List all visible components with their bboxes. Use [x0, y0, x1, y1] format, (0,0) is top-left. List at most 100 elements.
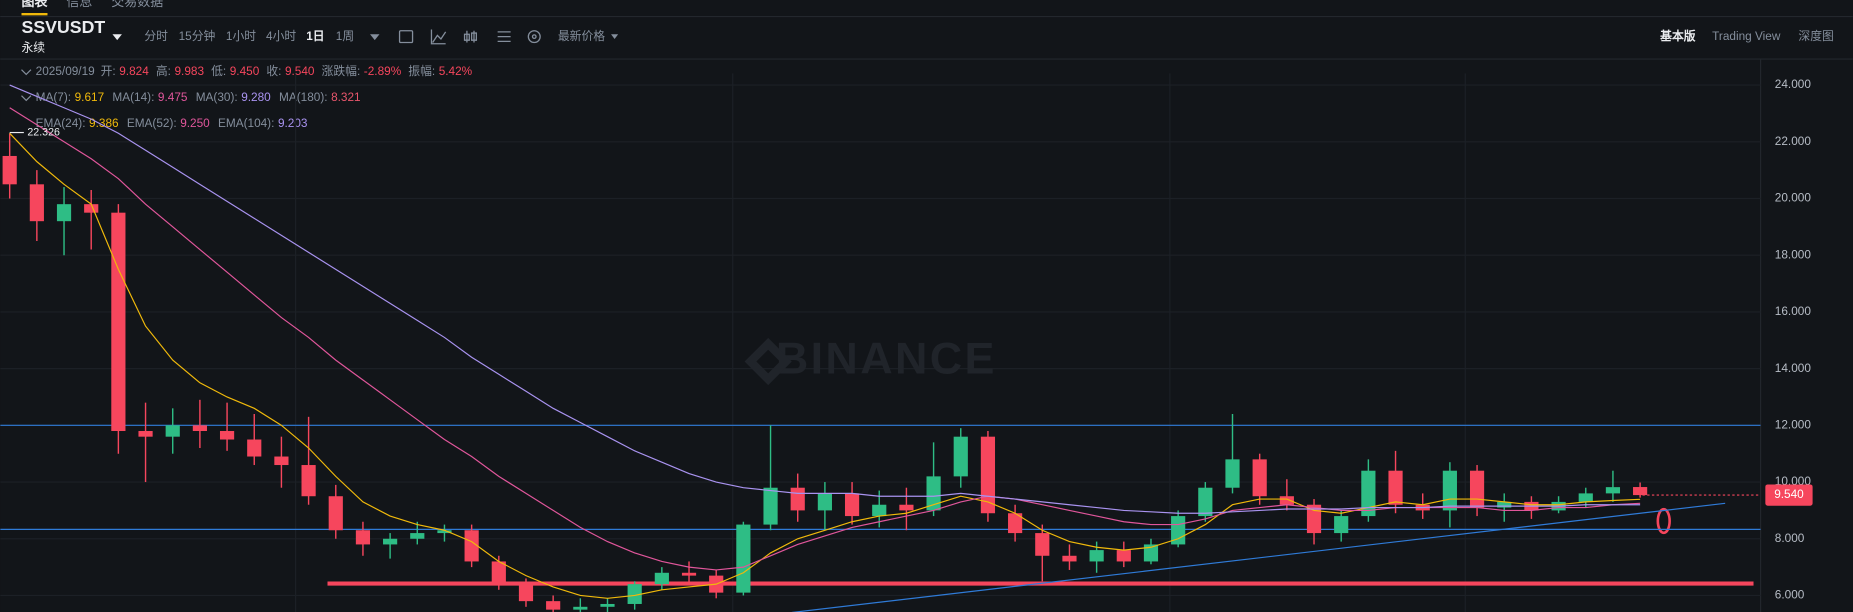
candle-body	[600, 603, 615, 607]
tab[interactable]: 图表	[21, 0, 48, 9]
toolbar-icons	[398, 29, 541, 45]
info-text: 9.983	[174, 64, 204, 78]
candle-body	[817, 493, 832, 511]
contract-type: 永续	[21, 41, 45, 55]
candle-body	[274, 456, 289, 466]
symbol[interactable]: SSVUSDT	[21, 17, 105, 37]
y-tick-label: 6.000	[1775, 588, 1805, 602]
info-text: 9.203	[278, 116, 308, 130]
info-text: MA(7):	[36, 90, 71, 104]
symbol-caret[interactable]	[112, 34, 122, 41]
info-text: 9.540	[285, 64, 315, 78]
collapse-arrow[interactable]	[21, 69, 32, 76]
candle-body	[1442, 470, 1457, 511]
candle-body	[1334, 516, 1349, 534]
interval[interactable]: 4小时	[266, 29, 296, 43]
candle-body	[219, 431, 235, 440]
candle-body	[2, 155, 17, 185]
y-tick-label: 14.000	[1775, 361, 1812, 375]
candle-body	[790, 487, 805, 511]
y-tick-label: 22.000	[1775, 134, 1812, 148]
drawing-icon[interactable]	[527, 30, 541, 44]
info-text: 涨跌幅:	[322, 64, 361, 78]
price-menu[interactable]: 最新价格	[558, 29, 605, 43]
candle-body	[1361, 470, 1376, 517]
info-text: 9.617	[75, 90, 105, 104]
calendar-icon[interactable]	[398, 30, 414, 44]
candle-body	[1116, 550, 1131, 562]
candle-body	[1035, 533, 1050, 556]
candle-body	[926, 476, 941, 511]
candle-body	[84, 204, 99, 213]
last-price-box	[1765, 484, 1813, 506]
tab-underline	[21, 12, 48, 16]
y-tick-label: 16.000	[1775, 304, 1812, 318]
interval[interactable]: 1周	[336, 29, 354, 43]
candle-body	[899, 504, 914, 511]
candle-body	[872, 504, 887, 517]
interval[interactable]: 分时	[144, 29, 168, 43]
info-text: 9.280	[241, 90, 271, 104]
tab[interactable]: 交易数据	[111, 0, 163, 9]
info-text: MA(30):	[196, 90, 238, 104]
view-option[interactable]: 基本版	[1659, 29, 1696, 43]
info-text: 9.386	[89, 116, 119, 130]
candle-body	[736, 524, 751, 593]
candle-body	[165, 425, 180, 437]
collapse-arrows	[21, 69, 32, 102]
candle-body	[1225, 459, 1240, 488]
candle-body	[953, 436, 968, 477]
settings-icon[interactable]	[497, 31, 511, 43]
candle-body	[29, 184, 44, 222]
info-text: 高:	[156, 64, 171, 78]
candle-body	[437, 530, 452, 534]
candle-body	[1633, 487, 1648, 496]
interval[interactable]: 15分钟	[179, 29, 216, 43]
candle-body	[654, 572, 669, 585]
candle-body	[1497, 501, 1512, 508]
moving-average-line	[9, 107, 1641, 571]
y-tick-label: 8.000	[1775, 531, 1805, 545]
candle-body	[1279, 496, 1294, 505]
y-tick-label: 18.000	[1775, 247, 1812, 261]
price-menu-caret[interactable]	[611, 34, 619, 39]
info-text: EMA(52):	[127, 116, 177, 130]
candle-body	[1469, 470, 1485, 508]
candle-body	[627, 584, 642, 604]
interval-more[interactable]	[370, 34, 380, 41]
plot-area: BINANCE	[0, 73, 1761, 612]
view-option[interactable]: Trading View	[1712, 29, 1781, 43]
view-option[interactable]: 深度图	[1798, 29, 1833, 43]
candle-body	[301, 465, 316, 497]
info-text: EMA(104):	[218, 116, 274, 130]
watermark-logo-shape	[744, 337, 792, 386]
candle-body	[681, 572, 697, 576]
interval[interactable]: 1小时	[226, 29, 256, 43]
collapse-arrow[interactable]	[21, 95, 32, 102]
trend-line	[791, 502, 1726, 612]
last-price-label: 9.540	[1774, 487, 1804, 501]
info-text: 振幅:	[408, 64, 435, 78]
candle-body	[328, 496, 343, 531]
info-text: 9.824	[119, 64, 149, 78]
candle-body	[464, 530, 479, 562]
tab[interactable]: 信息	[66, 0, 92, 9]
candle-body	[491, 561, 506, 585]
candle-body	[1143, 544, 1159, 562]
candle-body	[383, 538, 398, 545]
info-text: 8.321	[331, 90, 361, 104]
info-text: 9.475	[158, 90, 188, 104]
interval[interactable]: 1日	[306, 29, 324, 43]
info-text: 开:	[101, 64, 116, 78]
candle-body	[1306, 504, 1322, 534]
candle-body	[192, 425, 207, 432]
drawing-icon-dot[interactable]	[531, 34, 537, 40]
candle-body	[410, 533, 425, 539]
chart-style-icon[interactable]	[463, 30, 478, 43]
indicator-icon[interactable]	[430, 29, 447, 45]
info-text: EMA(24):	[36, 116, 86, 130]
candle-body	[844, 493, 860, 517]
candle-body	[980, 436, 996, 514]
annotation-circle	[1656, 507, 1671, 535]
